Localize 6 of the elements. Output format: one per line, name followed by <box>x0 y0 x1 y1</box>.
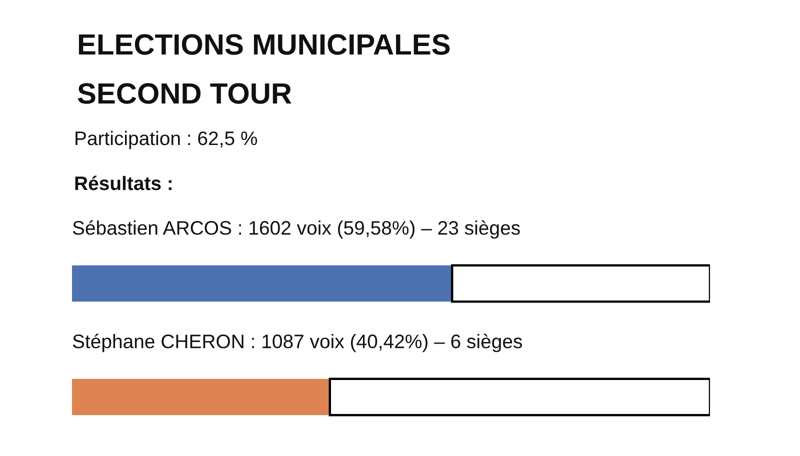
chart-subtitle: SECOND TOUR <box>78 83 292 104</box>
chart-title: ELECTIONS MUNICIPALES <box>78 34 450 55</box>
y-tick-label: Stéphane CHERON : 1087 voix (40,42%) – 6 sièges <box>72 334 522 352</box>
annotation: Résultats : <box>75 176 172 190</box>
y-tick-label: Sébastien ARCOS : 1602 voix (59,58%) – 23 sièges <box>72 220 520 239</box>
text: Participation : 62,5 % <box>76 130 258 150</box>
